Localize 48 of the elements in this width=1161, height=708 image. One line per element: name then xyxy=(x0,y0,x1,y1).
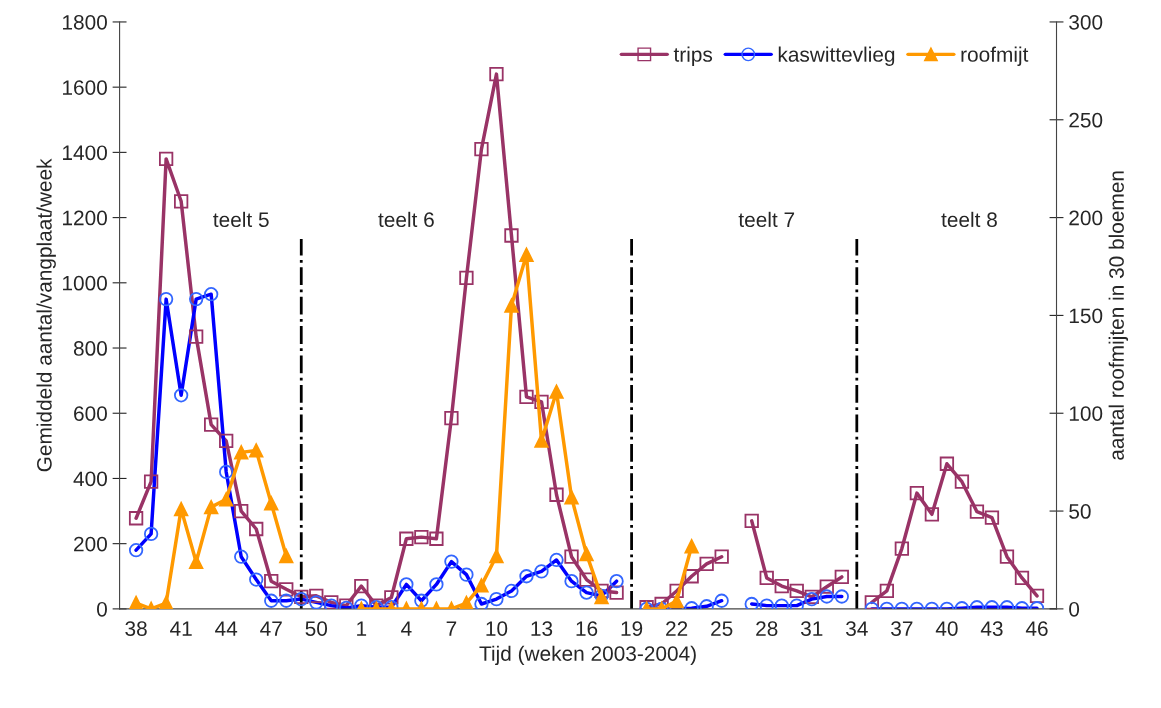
y-tick-label: 1200 xyxy=(63,210,107,226)
x-tick-label: 1 xyxy=(357,621,367,636)
legend-label: trips xyxy=(673,46,713,66)
y2-axis-title: aantal roofmijten in 30 bloemen xyxy=(1108,171,1129,460)
x-tick-label: 28 xyxy=(756,621,778,636)
x-tick-label: 16 xyxy=(576,621,598,636)
x-tick-label: 50 xyxy=(305,621,328,636)
x-tick-label: 40 xyxy=(935,621,958,636)
y-tick-label: 200 xyxy=(74,536,107,552)
annotation: teelt 8 xyxy=(941,211,997,228)
y-axis-title: Gemiddeld aantal/vangplaat/week xyxy=(36,158,56,472)
annotation: teelt 6 xyxy=(378,211,434,228)
y-tick-label: 400 xyxy=(73,471,107,487)
y-tick-label: 1800 xyxy=(63,14,107,30)
y2-tick-label: 150 xyxy=(1069,308,1103,324)
y2-tick-label: 250 xyxy=(1069,112,1103,128)
y-tick-label: 1400 xyxy=(63,145,107,161)
x-tick-label: 43 xyxy=(980,621,1003,636)
x-tick-label: 31 xyxy=(800,621,823,636)
x-tick-label: 22 xyxy=(666,621,688,636)
annotation: teelt 7 xyxy=(738,211,795,228)
x-tick-label: 41 xyxy=(170,621,192,636)
x-axis-title: Tijd (weken 2003-2004) xyxy=(479,645,696,666)
y2-tick-label: 0 xyxy=(1069,601,1080,617)
y2-tick-label: 100 xyxy=(1069,406,1103,421)
y-tick-label: 600 xyxy=(74,406,107,421)
x-tick-label: 44 xyxy=(215,621,238,636)
y-tick-label: 1000 xyxy=(63,275,107,291)
y-tick-label: 0 xyxy=(97,601,107,617)
annotation: teelt 5 xyxy=(213,211,269,228)
y2-tick-label: 200 xyxy=(1069,210,1103,226)
x-tick-label: 7 xyxy=(446,621,457,636)
x-tick-label: 38 xyxy=(125,621,147,636)
x-tick-label: 25 xyxy=(711,621,733,636)
y2-tick-label: 300 xyxy=(1069,14,1103,30)
y2-tick-label: 50 xyxy=(1069,504,1091,519)
x-tick-label: 10 xyxy=(486,621,508,636)
x-tick-label: 13 xyxy=(531,621,553,636)
legend-label: roofmijt xyxy=(961,46,1029,66)
x-tick-label: 4 xyxy=(401,621,412,636)
x-tick-label: 46 xyxy=(1025,621,1048,636)
y-tick-label: 1600 xyxy=(63,80,107,95)
x-tick-label: 34 xyxy=(846,621,868,636)
x-tick-label: 19 xyxy=(621,621,643,636)
legend-label: kaswittevlieg xyxy=(778,46,895,66)
y-tick-label: 800 xyxy=(73,341,107,356)
x-tick-label: 47 xyxy=(260,621,282,636)
x-tick-label: 37 xyxy=(891,621,913,636)
